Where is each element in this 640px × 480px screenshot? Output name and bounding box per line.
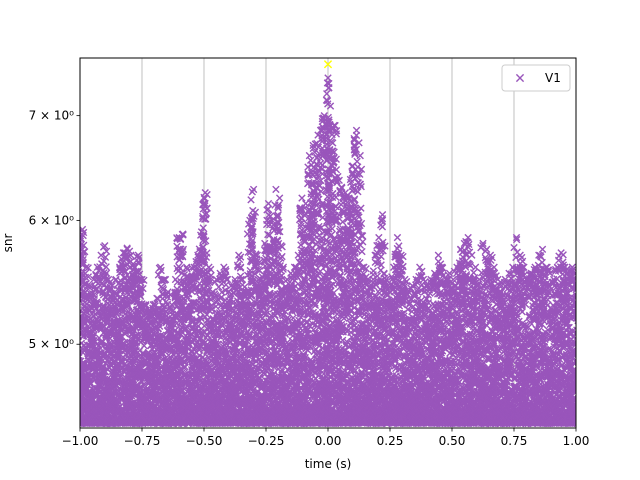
- scatter-point: [93, 387, 101, 395]
- scatter-point: [85, 316, 93, 324]
- scatter-point: [86, 284, 94, 292]
- scatter-point: [82, 263, 90, 271]
- scatter-points: [80, 60, 576, 428]
- scatter-point: [93, 299, 102, 308]
- scatter-point: [86, 379, 95, 387]
- scatter-point: [80, 240, 86, 249]
- scatter-point: [89, 334, 97, 342]
- scatter-point: [91, 390, 99, 399]
- scatter-point: [88, 373, 97, 382]
- scatter-point: [80, 231, 87, 240]
- scatter-point: [81, 269, 89, 278]
- scatter-point: [80, 241, 88, 249]
- scatter-point: [92, 350, 101, 359]
- scatter-point: [88, 310, 96, 318]
- scatter-point: [84, 264, 92, 272]
